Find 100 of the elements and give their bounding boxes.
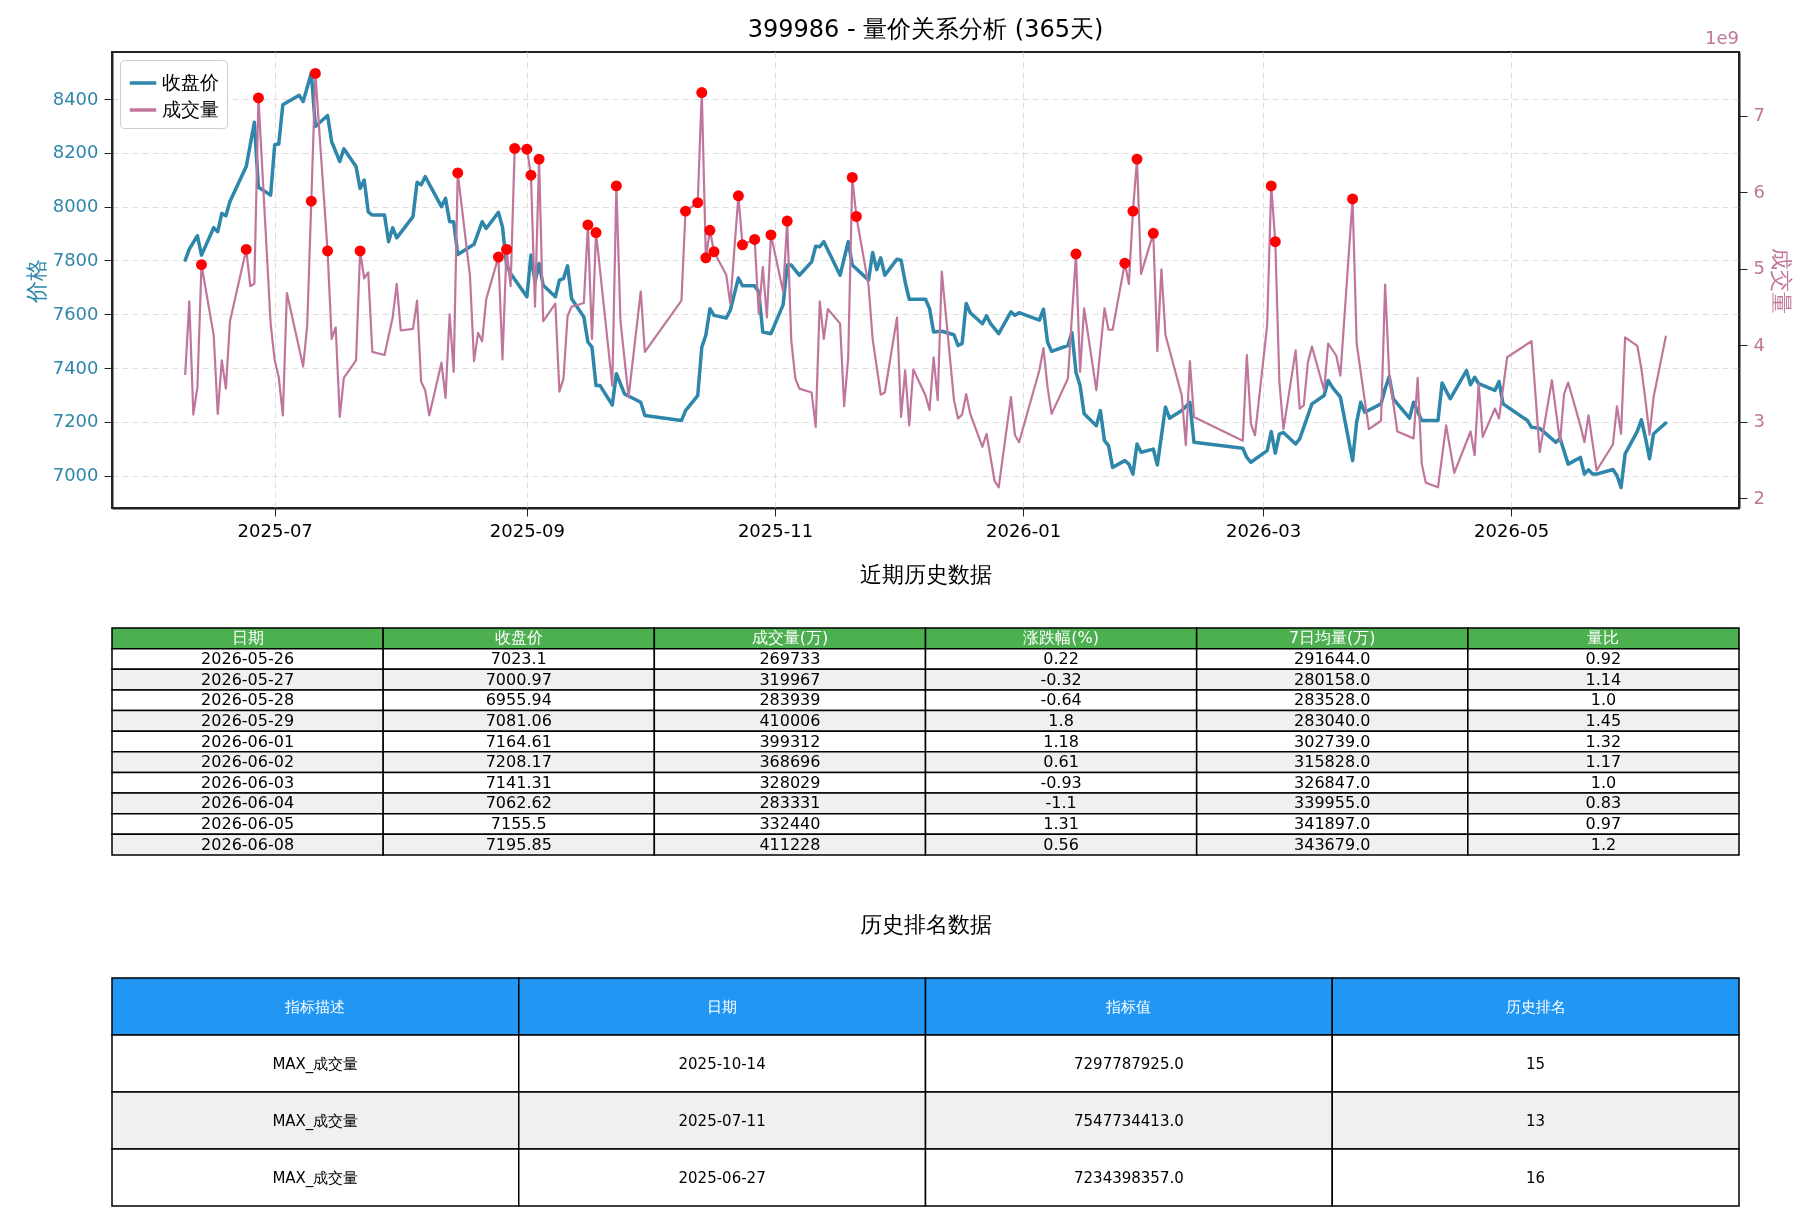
category-label: 历史排名: [1505, 997, 1566, 1016]
text: 7164.61: [485, 731, 552, 751]
text: 0.61: [1043, 752, 1079, 772]
category-label: 指标描述: [284, 997, 346, 1016]
text: 280158.0: [1294, 669, 1371, 689]
point: [590, 227, 602, 239]
point: [1119, 257, 1131, 269]
text: 0.97: [1585, 814, 1622, 834]
text: -0.32: [1040, 669, 1082, 689]
x-tick-label: 2026-01: [986, 519, 1062, 541]
text: 283939: [759, 690, 821, 710]
text: 7081.06: [485, 710, 552, 730]
text: 283040.0: [1294, 710, 1371, 730]
text: 291644.0: [1294, 648, 1371, 668]
legend-label: 成交量: [162, 98, 219, 120]
text: 1.45: [1585, 710, 1622, 730]
y2-tick-label: 5: [1753, 257, 1765, 279]
text: 339955.0: [1294, 793, 1371, 813]
point: [305, 195, 317, 207]
point: [582, 219, 594, 231]
point: [309, 67, 321, 79]
text: 319967: [759, 669, 821, 689]
y-tick-label: 8200: [52, 141, 99, 163]
y2-tick-label: 3: [1753, 410, 1765, 432]
text: 1.32: [1585, 731, 1622, 751]
text: 2025-10-14: [678, 1054, 766, 1073]
point: [452, 167, 464, 179]
text: MAX_成交量: [272, 1054, 359, 1073]
point: [1131, 153, 1143, 165]
point: [1147, 227, 1159, 239]
text: 7155.5: [490, 814, 547, 834]
text: 326847.0: [1294, 772, 1371, 792]
y-tick-label: 7600: [52, 302, 99, 324]
point: [240, 243, 252, 255]
text: 7208.17: [485, 752, 552, 772]
y2-tick-label: 4: [1753, 333, 1765, 355]
text: 历史排名数据: [859, 912, 992, 938]
category-label: 7日均量(万): [1288, 628, 1376, 648]
y-tick-label: 7000: [52, 464, 99, 486]
point: [846, 172, 858, 183]
point: [781, 215, 793, 227]
text: 1e9: [1705, 27, 1739, 48]
point: [252, 92, 264, 104]
point: [736, 239, 748, 251]
text: 341897.0: [1294, 814, 1371, 834]
point: [700, 252, 712, 264]
text: MAX_成交量: [272, 1168, 359, 1187]
point: [680, 205, 691, 217]
point: [765, 229, 777, 241]
text: 1.0: [1590, 772, 1617, 792]
y-tick-label: 7200: [52, 410, 99, 432]
y-tick-label: 7400: [52, 356, 99, 378]
point: [696, 87, 708, 99]
text: -1.1: [1045, 793, 1077, 813]
text: 1.14: [1585, 669, 1622, 689]
text: 15: [1526, 1054, 1546, 1073]
text: MAX_成交量: [272, 1111, 359, 1130]
point: [1265, 180, 1277, 192]
text: 2026-06-02: [201, 752, 295, 772]
y2-tick-label: 6: [1753, 180, 1765, 202]
category-label: 日期: [707, 997, 738, 1016]
category-label: 指标值: [1105, 997, 1152, 1016]
text: 7547734413.0: [1074, 1111, 1184, 1130]
text: 1.0: [1590, 690, 1617, 710]
text: 0.83: [1585, 793, 1622, 813]
y-tick-label: 8000: [52, 195, 99, 217]
text: 6955.94: [485, 690, 552, 710]
x-tick-label: 2026-05: [1474, 519, 1550, 541]
category-label: 成交量(万): [751, 628, 829, 648]
text: 7000.97: [485, 669, 552, 689]
point: [692, 197, 704, 209]
point: [1127, 205, 1139, 217]
text: 近期历史数据: [859, 562, 992, 588]
text: 399312: [759, 731, 821, 751]
x-tick-label: 2025-11: [737, 519, 814, 541]
text: 2026-06-03: [201, 772, 295, 792]
text: 16: [1526, 1168, 1546, 1187]
text: 1.18: [1043, 731, 1079, 751]
text: 7234398357.0: [1074, 1168, 1184, 1187]
text: 13: [1526, 1111, 1546, 1130]
text: 328029: [759, 772, 821, 792]
y2-tick-label: 2: [1753, 486, 1765, 508]
y-tick-label: 8400: [52, 87, 99, 109]
text: 0.56: [1043, 834, 1079, 854]
text: 410006: [759, 710, 821, 730]
text: 315828.0: [1294, 752, 1371, 772]
text: 7297787925.0: [1074, 1054, 1184, 1073]
text: 7195.85: [485, 834, 552, 854]
category-label: 收盘价: [494, 628, 543, 648]
text: 7141.31: [485, 772, 552, 792]
y-tick-label: 7800: [52, 249, 99, 270]
point: [521, 143, 533, 155]
text: 332440: [759, 814, 821, 834]
text: 0.22: [1043, 648, 1079, 668]
text: 411228: [759, 834, 821, 854]
text: 283528.0: [1294, 690, 1371, 710]
point: [1070, 248, 1082, 260]
x-tick-label: 2025-09: [489, 519, 565, 541]
point: [850, 211, 862, 222]
text: 302739.0: [1294, 731, 1371, 751]
